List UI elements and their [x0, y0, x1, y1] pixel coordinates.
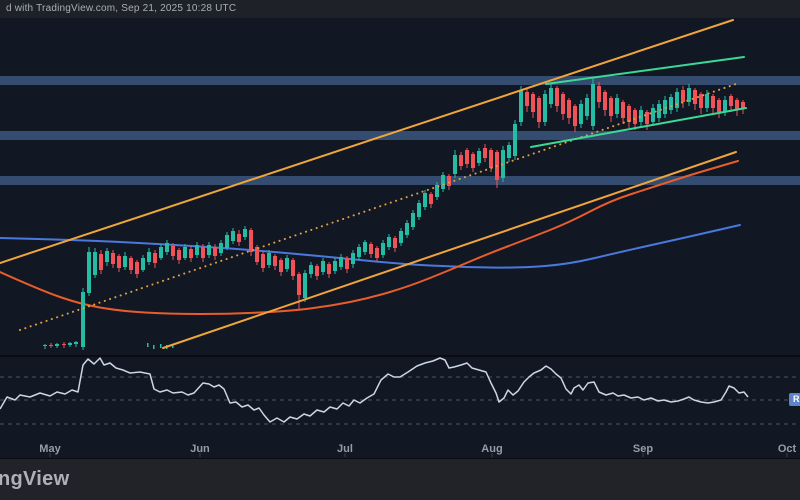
x-axis-tick — [344, 453, 346, 457]
footer-bar: ngView — [0, 458, 800, 500]
ma-slow-blue — [0, 224, 741, 269]
support-resistance-band — [0, 76, 800, 85]
rsi-line — [0, 357, 749, 423]
channel-lower-orange — [162, 151, 737, 349]
support-resistance-band — [0, 176, 800, 185]
rsi-panel — [0, 357, 800, 425]
x-axis-label[interactable]: Sep — [633, 443, 653, 455]
attribution-bar: d with TradingView.com, Sep 21, 2025 10:… — [0, 0, 800, 18]
chart-surface[interactable]: May Jun Jul Aug Sep Oct — [0, 0, 800, 458]
price-panel — [0, 19, 800, 350]
wedge-lower-green — [530, 107, 747, 148]
x-axis-label[interactable]: Oct — [778, 443, 797, 455]
x-axis-label[interactable]: Jul — [337, 443, 353, 455]
volume-tick — [172, 344, 174, 348]
x-axis-tick — [199, 453, 201, 457]
attribution-text: d with TradingView.com, Sep 21, 2025 10:… — [6, 3, 237, 14]
x-axis-label[interactable]: May — [39, 443, 61, 455]
ma-fast-red — [0, 160, 739, 316]
x-axis: May Jun Jul Aug Sep Oct — [39, 443, 797, 457]
channel-upper-orange — [0, 19, 734, 264]
x-axis-label[interactable]: Aug — [481, 443, 502, 455]
chart-background — [0, 0, 800, 458]
volume-tick — [147, 343, 149, 347]
candlestick-series — [43, 78, 745, 350]
x-axis-tick — [642, 453, 644, 457]
x-axis-tick — [49, 453, 51, 457]
x-axis-label[interactable]: Jun — [190, 443, 210, 455]
volume-tick — [153, 345, 155, 349]
panel-divider[interactable] — [0, 355, 800, 357]
x-axis-tick — [491, 453, 493, 457]
tradingview-logo[interactable]: ngView — [0, 468, 70, 490]
x-axis-tick — [786, 453, 788, 457]
rsi-value-badge: R — [789, 393, 800, 406]
wedge-upper-green — [545, 56, 745, 85]
volume-tick — [160, 344, 162, 348]
support-resistance-band — [0, 131, 800, 140]
